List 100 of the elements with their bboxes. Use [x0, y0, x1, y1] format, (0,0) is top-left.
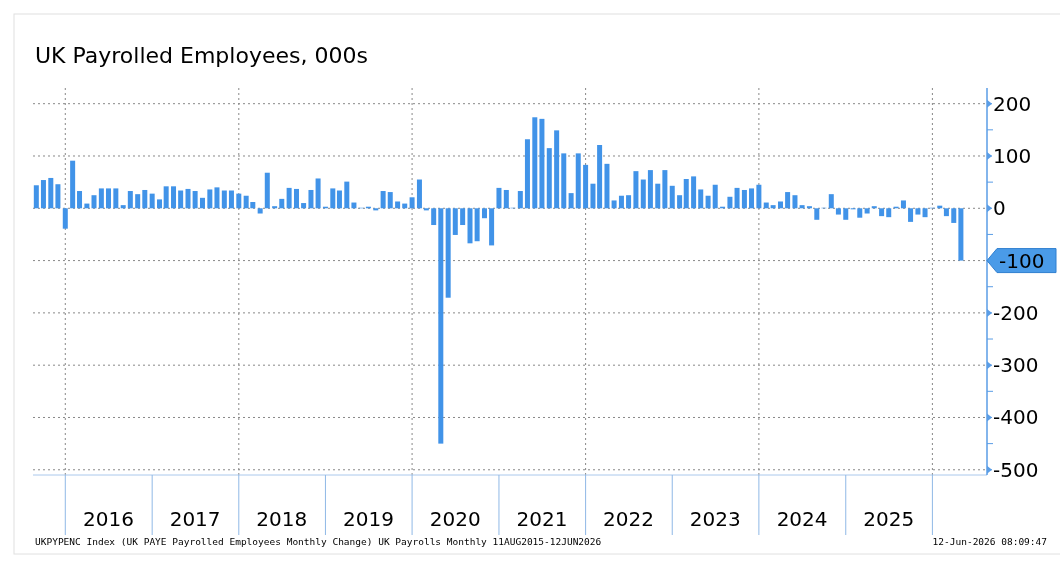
bar [221, 190, 227, 209]
bar [626, 195, 632, 209]
bar [785, 192, 791, 209]
x-tick-label: 2021 [516, 507, 568, 531]
bar [105, 188, 111, 209]
bar [373, 208, 379, 211]
bar [336, 190, 342, 209]
bar [301, 203, 307, 209]
bar [749, 188, 755, 209]
y-tick-label: 100 [993, 143, 1032, 168]
bar [647, 170, 653, 209]
bar [395, 201, 401, 209]
bar [677, 195, 683, 209]
bar [293, 188, 299, 209]
x-tick-label: 2022 [603, 507, 655, 531]
bar [70, 160, 76, 209]
bar [33, 185, 39, 209]
bar [814, 208, 820, 220]
bar [691, 176, 697, 209]
x-tick-label: 2016 [83, 507, 134, 531]
bar [770, 205, 776, 209]
bar [98, 188, 104, 209]
bar [431, 208, 437, 226]
bar [590, 183, 596, 209]
bar [199, 197, 205, 209]
bar [91, 195, 97, 209]
bar [597, 145, 603, 209]
bar [279, 198, 285, 209]
bar [315, 178, 321, 209]
bar [741, 189, 747, 209]
bar [489, 208, 495, 246]
bar [705, 195, 711, 209]
bar [915, 208, 921, 215]
bar [604, 163, 610, 209]
bar [908, 208, 914, 222]
bar [777, 201, 783, 209]
bar [142, 189, 148, 209]
bar [712, 184, 718, 209]
bar [951, 208, 957, 223]
y-tick-label: -500 [993, 457, 1039, 482]
bar [236, 193, 242, 209]
bar [113, 188, 119, 209]
bar [517, 191, 523, 209]
bar [127, 191, 133, 209]
x-tick-label: 2017 [169, 507, 221, 531]
x-tick-label: 2019 [342, 507, 394, 531]
bar [879, 208, 885, 217]
bar [756, 184, 762, 209]
bar [655, 183, 661, 209]
bar [799, 205, 805, 209]
bar [207, 189, 213, 209]
bar [185, 188, 191, 209]
bar [55, 184, 61, 209]
bar [662, 170, 668, 209]
bar [467, 208, 473, 244]
bar [409, 197, 415, 209]
bar [524, 139, 530, 209]
bar [40, 180, 46, 209]
text: UKPYPENC Index (UK PAYE Payrolled Employees Monthly Change) UK Payrolls Monthly 11AUG2015-12JUN2026 [35, 536, 602, 547]
bar [611, 200, 617, 209]
bar [344, 181, 350, 209]
bar [272, 206, 278, 209]
bar [264, 172, 270, 209]
bar [228, 190, 234, 209]
bar [806, 206, 812, 209]
x-tick-label: 2025 [863, 507, 915, 531]
bar [257, 208, 263, 214]
bar [554, 130, 560, 209]
bar [683, 179, 689, 209]
bar [640, 179, 646, 209]
bar [178, 190, 184, 209]
bar [698, 189, 704, 209]
bar [871, 206, 877, 209]
bar [192, 191, 198, 209]
bar [48, 177, 54, 209]
bar [546, 148, 552, 209]
bar [561, 153, 567, 209]
bar [416, 179, 422, 209]
bar [438, 208, 444, 444]
bar [583, 164, 589, 209]
y-tick-label: 0 [993, 196, 1006, 221]
chart-title: UK Payrolled Employees, 000s [35, 43, 368, 68]
bar [171, 186, 177, 209]
y-tick-label: -300 [993, 353, 1039, 378]
bar [792, 195, 798, 209]
bar [958, 208, 964, 261]
text: 12-Jun-2026 08:09:47 [932, 536, 1047, 547]
bar [503, 189, 509, 209]
bar [886, 208, 892, 218]
bar [423, 208, 429, 211]
x-tick-label: 2024 [776, 507, 828, 531]
y-tick-label: 200 [993, 91, 1032, 116]
bar [539, 118, 545, 209]
bar [330, 188, 336, 209]
bar [922, 208, 928, 218]
bar [618, 195, 624, 209]
bar [532, 117, 538, 209]
x-tick-label: 2018 [256, 507, 308, 531]
bar [452, 208, 458, 235]
bar [943, 208, 949, 217]
